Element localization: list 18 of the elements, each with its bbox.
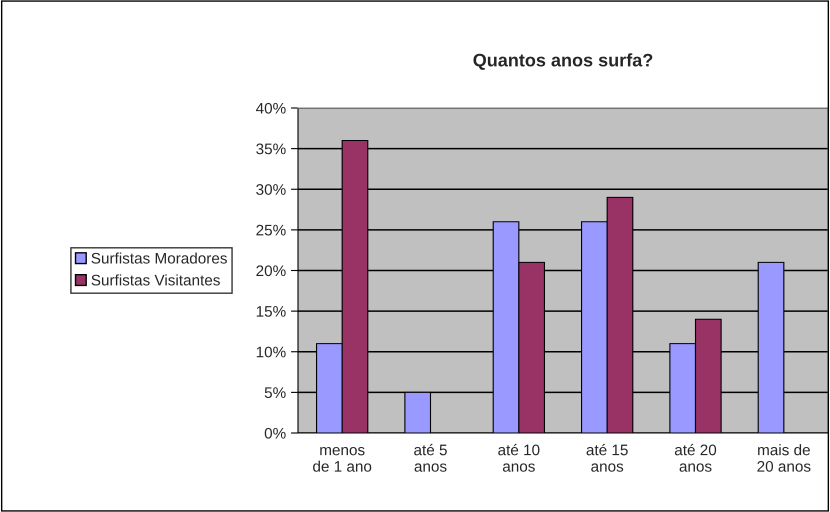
legend-label: Surfistas Visitantes [91,274,220,286]
x-tick-label: menos de 1 ano [313,446,372,472]
chart-title: Quantos anos surfa? [473,53,652,70]
y-tick-label: 0% [264,428,286,439]
x-tick-label: mais de 20 anos [757,444,810,472]
x-tick-label: até 10 anos [498,444,540,472]
y-tick-label: 15% [256,306,286,317]
y-tick-label: 25% [256,224,286,236]
x-tick-label: até 5 anos [414,444,447,472]
y-tick-label: 40% [256,102,286,114]
y-tick-label: 5% [264,387,286,398]
y-tick-label: 35% [256,143,286,154]
y-tick-label: 10% [256,346,286,358]
legend-label: Surfistas Moradores [91,252,227,264]
y-tick-label: 20% [256,265,286,276]
y-tick-label: 30% [256,184,286,195]
x-tick-label: até 20 anos [674,444,716,472]
x-tick-label: até 15 anos [586,444,628,472]
